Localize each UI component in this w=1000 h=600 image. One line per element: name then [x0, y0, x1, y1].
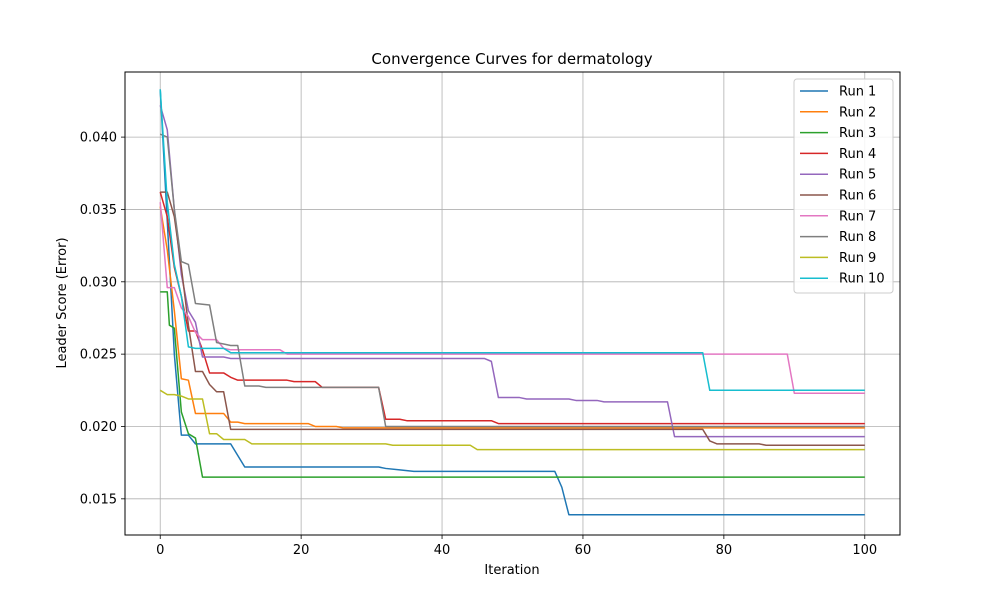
series-line-run-8: [159, 133, 865, 428]
series-line-run-3: [160, 291, 865, 478]
y-axis: 0.015 0.020 0.025 0.030 0.035 0.040: [80, 131, 125, 507]
y-tick-label: 0.025: [80, 348, 117, 363]
legend: Run 1 Run 2 Run 3 Run 4 Run 5 Run 6 Run 7 Run 8…: [793, 78, 894, 294]
y-tick-label: 0.030: [80, 275, 117, 290]
y-axis-label: Leader Score (Error): [55, 237, 70, 368]
series-line-run-6: [160, 191, 865, 447]
legend-label: Run 6: [839, 189, 876, 204]
series-line-run-1: [159, 89, 865, 516]
plot-frame: [124, 71, 901, 536]
x-tick-label: 0: [156, 543, 164, 558]
series-line-run-9: [159, 389, 865, 451]
legend-label: Run 7: [839, 209, 876, 224]
x-tick-label: 40: [434, 543, 451, 558]
series-layer: [159, 89, 865, 516]
legend-label: Run 10: [839, 272, 885, 287]
y-tick-label: 0.015: [80, 492, 117, 507]
series-line-run-4: [159, 191, 865, 425]
x-tick-label: 60: [575, 543, 592, 558]
legend-label: Run 5: [839, 168, 876, 183]
legend-label: Run 3: [839, 126, 876, 141]
grid-lines: [125, 72, 900, 535]
legend-label: Run 8: [839, 230, 876, 245]
y-tick-label: 0.040: [80, 131, 117, 146]
legend-label: Run 2: [839, 105, 876, 120]
series-line-run-10: [159, 89, 865, 392]
x-axis: 0 20 40 60 80 100: [156, 535, 877, 558]
x-tick-label: 100: [852, 543, 877, 558]
series-line-run-2: [159, 206, 865, 429]
chart-title: Convergence Curves for dermatology: [371, 50, 652, 68]
legend-label: Run 4: [839, 147, 876, 162]
x-axis-label: Iteration: [484, 563, 539, 578]
x-tick-label: 80: [716, 543, 733, 558]
series-line-run-7: [159, 202, 865, 394]
y-tick-label: 0.020: [80, 420, 117, 435]
legend-label: Run 1: [839, 85, 876, 100]
y-tick-label: 0.035: [80, 203, 117, 218]
legend-label: Run 9: [839, 251, 876, 266]
x-tick-label: 20: [293, 543, 310, 558]
